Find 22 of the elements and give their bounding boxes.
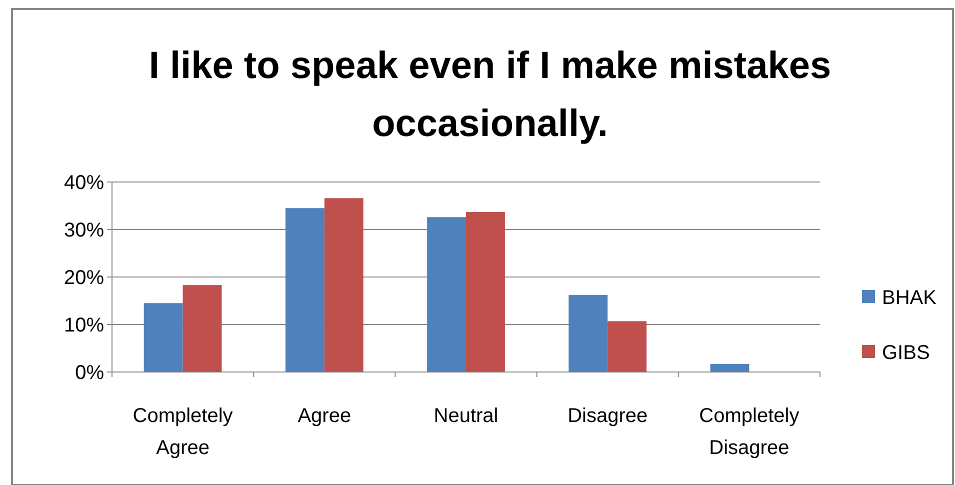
bar <box>144 303 183 372</box>
y-tick-label: 40% <box>64 172 104 194</box>
x-tick-label: Agree <box>298 405 352 427</box>
x-tick-label: Completely Agree <box>132 405 233 459</box>
x-tick-label: Neutral <box>434 405 498 427</box>
bar <box>608 321 647 372</box>
bar <box>568 295 608 372</box>
legend-label: BHAK <box>882 287 938 309</box>
y-tick-label: 10% <box>64 314 104 336</box>
y-tick-label: 0% <box>75 362 104 384</box>
y-tick-label: 30% <box>64 220 104 242</box>
x-tick-label: Completely Disagree <box>699 405 800 459</box>
chart-title: I like to speak even if I make mistakes occasionally. <box>148 45 832 145</box>
x-tick-label: Disagree <box>568 405 648 427</box>
bar <box>285 208 324 372</box>
bar <box>427 217 466 372</box>
legend-label: GIBS <box>882 342 930 364</box>
bar <box>182 285 222 372</box>
y-tick-label: 20% <box>64 267 104 289</box>
bar <box>466 212 505 372</box>
bar <box>710 364 750 372</box>
bar <box>324 198 364 372</box>
